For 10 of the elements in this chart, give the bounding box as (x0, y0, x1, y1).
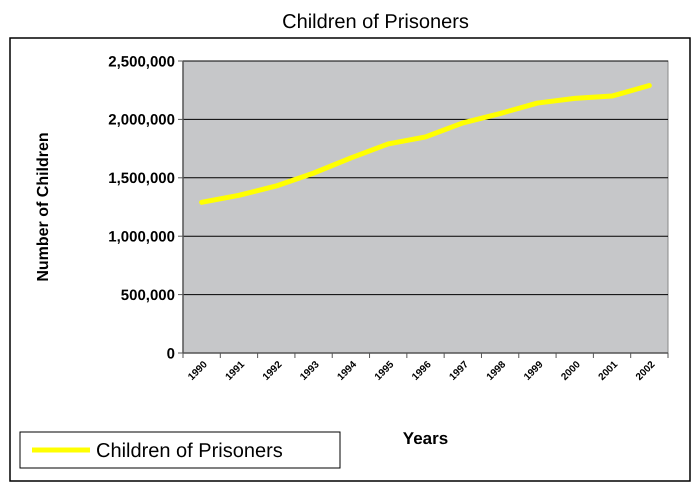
y-tick-label: 500,000 (120, 286, 175, 304)
y-tick-label: 0 (166, 345, 175, 362)
x-axis-title: Years (402, 429, 448, 448)
y-tick-label: 1,500,000 (108, 170, 175, 188)
y-tick-label: 2,500,000 (108, 53, 175, 70)
y-axis-title: Number of Children (35, 132, 52, 282)
legend-label: Children of Prisoners (96, 440, 283, 462)
chart-title: Children of Prisoners (282, 11, 469, 33)
y-tick-label: 1,000,000 (108, 228, 175, 246)
y-tick-label: 2,000,000 (108, 112, 175, 129)
